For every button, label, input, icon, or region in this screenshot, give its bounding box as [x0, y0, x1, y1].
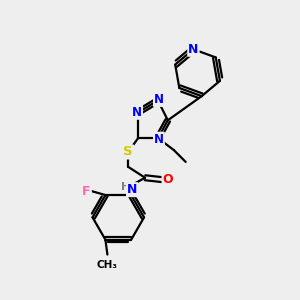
Text: S: S: [123, 146, 133, 158]
Text: N: N: [154, 133, 164, 146]
Text: N: N: [154, 93, 164, 106]
Text: H: H: [121, 182, 130, 192]
Text: N: N: [188, 43, 199, 56]
Text: N: N: [132, 106, 142, 119]
Text: O: O: [163, 173, 173, 186]
Text: F: F: [82, 184, 91, 198]
Text: N: N: [127, 183, 137, 196]
Text: CH₃: CH₃: [97, 260, 118, 271]
